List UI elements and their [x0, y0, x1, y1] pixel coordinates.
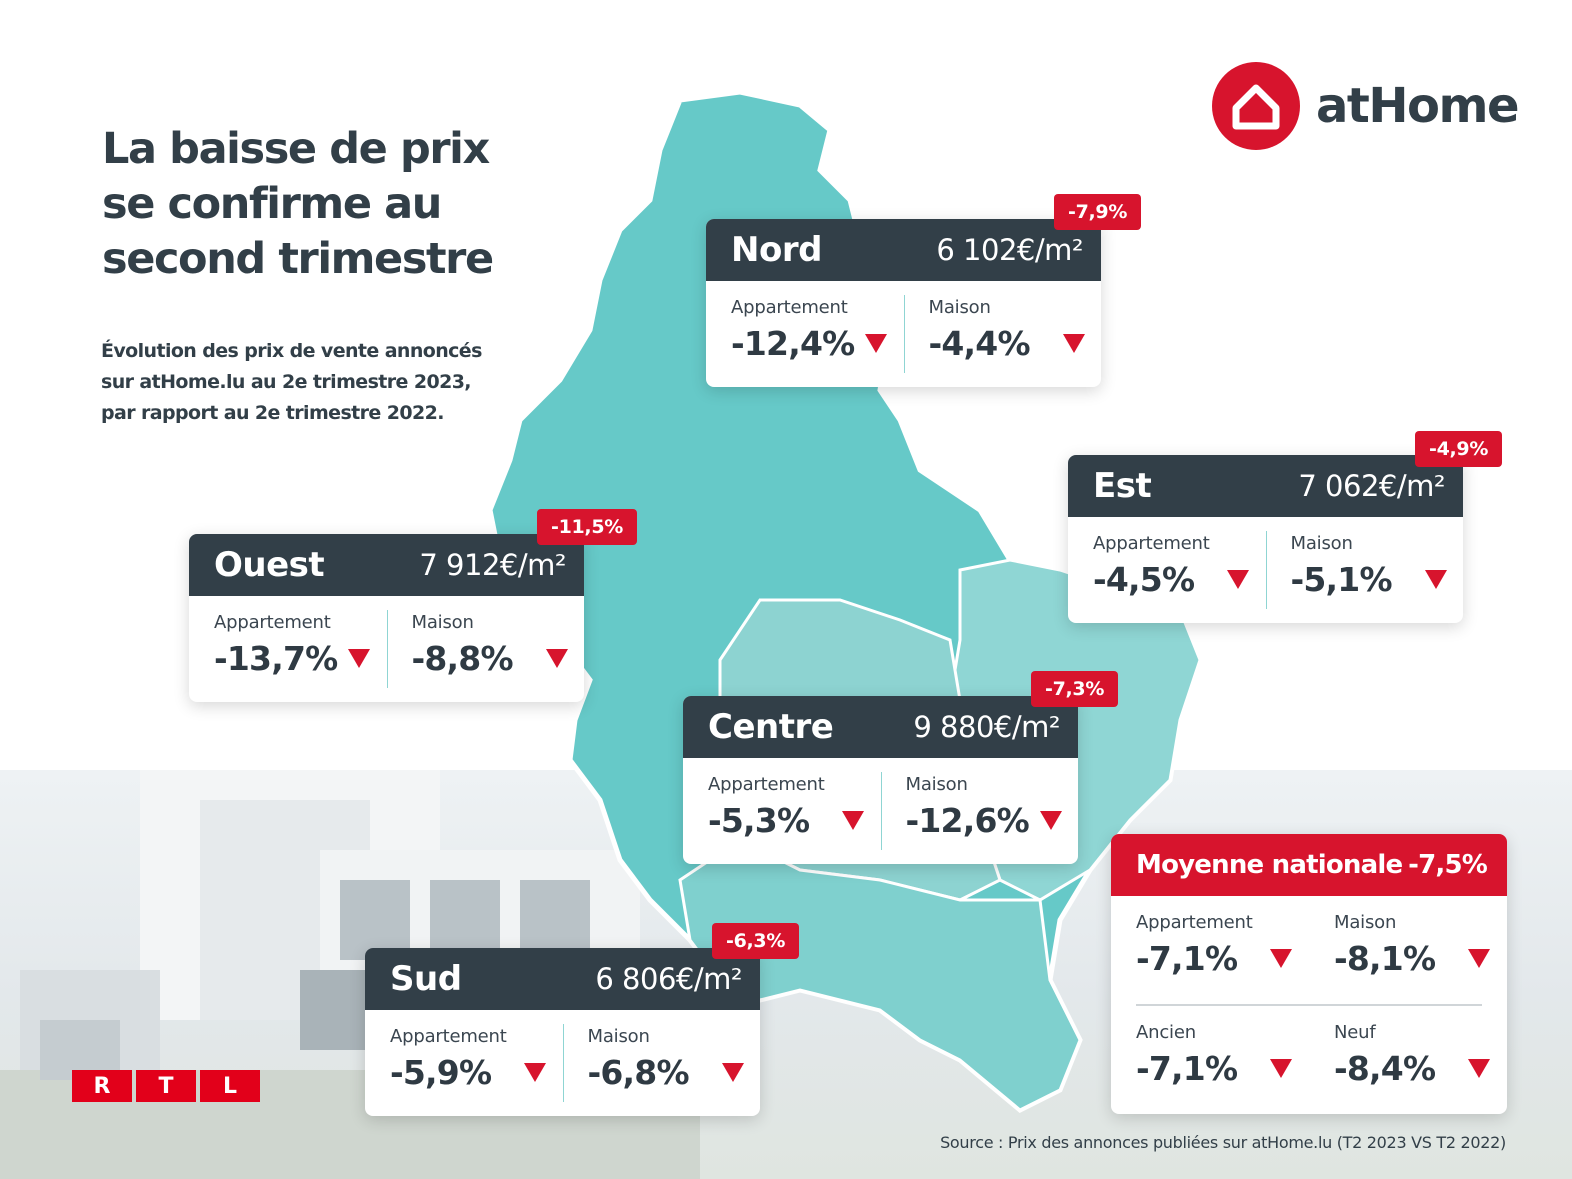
- down-arrow-icon: [842, 811, 864, 830]
- ancien-value: -7,1%: [1136, 1048, 1238, 1088]
- maison-value: -8,8%: [411, 639, 514, 678]
- region-name: Centre: [708, 707, 834, 747]
- athome-logo: atHome: [1212, 62, 1520, 150]
- down-arrow-icon: [1227, 570, 1249, 589]
- appartement-value: -13,7%: [214, 639, 338, 678]
- maison-column: Maison -5,1%: [1265, 517, 1464, 623]
- region-header: Centre 9 880€/m²: [683, 696, 1078, 758]
- down-arrow-icon: [1468, 949, 1490, 968]
- appartement-label: Appartement: [214, 612, 331, 633]
- appartement-column: Appartement -5,9%: [365, 1010, 563, 1116]
- down-arrow-icon: [524, 1063, 546, 1082]
- down-arrow-icon: [1039, 811, 1062, 830]
- appartement-value: -5,3%: [708, 801, 810, 840]
- region-card-est: Est 7 062€/m² Appartement -4,5% Maison -…: [1068, 455, 1463, 623]
- ancien-column: Ancien -7,1%: [1111, 1006, 1309, 1114]
- appartement-column: Appartement -7,1%: [1111, 896, 1309, 1004]
- region-price: 6 102€/m²: [936, 233, 1083, 267]
- neuf-column: Neuf -8,4%: [1309, 1006, 1507, 1114]
- maison-label: Maison: [411, 612, 474, 633]
- down-arrow-icon: [1468, 1058, 1490, 1078]
- region-header: Sud 6 806€/m²: [365, 948, 760, 1010]
- appartement-column: Appartement -12,4%: [706, 281, 904, 387]
- change-badge-centre: -7,3%: [1031, 671, 1119, 707]
- appartement-label: Appartement: [390, 1026, 507, 1047]
- maison-value: -8,1%: [1334, 939, 1436, 978]
- region-card-centre: Centre 9 880€/m² Appartement -5,3% Maiso…: [683, 696, 1078, 864]
- page-subtitle: Évolution des prix de vente annoncés sur…: [101, 340, 482, 424]
- maison-label: Maison: [1290, 533, 1353, 554]
- neuf-value: -8,4%: [1334, 1048, 1436, 1088]
- region-name: Nord: [731, 230, 822, 270]
- appartement-value: -12,4%: [731, 324, 855, 363]
- down-arrow-icon: [348, 649, 370, 668]
- down-arrow-icon: [545, 649, 568, 668]
- region-name: Est: [1093, 466, 1152, 506]
- region-price: 7 912€/m²: [419, 548, 566, 582]
- change-badge-ouest: -11,5%: [537, 509, 638, 545]
- maison-value: -12,6%: [905, 801, 1030, 840]
- change-badge-sud: -6,3%: [712, 923, 800, 959]
- region-card-sud: Sud 6 806€/m² Appartement -5,9% Maison -…: [365, 948, 760, 1116]
- maison-column: Maison -12,6%: [880, 758, 1079, 864]
- region-price: 6 806€/m²: [595, 962, 742, 996]
- change-badge-nord: -7,9%: [1054, 194, 1142, 230]
- maison-value: -6,8%: [587, 1053, 690, 1092]
- appartement-value: -5,9%: [390, 1053, 492, 1092]
- appartement-column: Appartement -4,5%: [1068, 517, 1266, 623]
- down-arrow-icon: [1062, 334, 1085, 353]
- appartement-label: Appartement: [731, 297, 848, 318]
- maison-column: Maison -8,8%: [386, 596, 585, 702]
- source-note: Source : Prix des annonces publiées sur …: [940, 1133, 1506, 1152]
- divider: [1136, 1004, 1482, 1006]
- down-arrow-icon: [1424, 570, 1447, 589]
- appartement-column: Appartement -13,7%: [189, 596, 387, 702]
- region-header: Nord 6 102€/m²: [706, 219, 1101, 281]
- maison-value: -4,4%: [928, 324, 1031, 363]
- maison-value: -5,1%: [1290, 560, 1393, 599]
- change-badge-est: -4,9%: [1415, 431, 1503, 467]
- down-arrow-icon: [721, 1063, 744, 1082]
- neuf-label: Neuf: [1334, 1021, 1376, 1043]
- appartement-label: Appartement: [1093, 533, 1210, 554]
- maison-label: Maison: [928, 297, 991, 318]
- page-title: La baisse de prix se confirme au second …: [102, 124, 494, 284]
- national-average-card: Moyenne nationale -7,5% Appartement -7,1…: [1111, 834, 1507, 1114]
- region-name: Ouest: [214, 545, 325, 585]
- maison-label: Maison: [1334, 912, 1397, 933]
- national-change: -7,5%: [1408, 850, 1488, 880]
- down-arrow-icon: [1270, 1058, 1292, 1078]
- appartement-value: -4,5%: [1093, 560, 1195, 599]
- region-card-ouest: Ouest 7 912€/m² Appartement -13,7% Maiso…: [189, 534, 584, 702]
- appartement-column: Appartement -5,3%: [683, 758, 881, 864]
- region-price: 9 880€/m²: [913, 710, 1060, 744]
- ancien-label: Ancien: [1136, 1021, 1196, 1043]
- maison-label: Maison: [905, 774, 968, 795]
- maison-label: Maison: [587, 1026, 650, 1047]
- appartement-value: -7,1%: [1136, 939, 1238, 978]
- appartement-label: Appartement: [708, 774, 825, 795]
- rtl-letter: R: [72, 1070, 132, 1102]
- down-arrow-icon: [865, 334, 887, 353]
- logo-text: atHome: [1316, 78, 1520, 134]
- maison-column: Maison -8,1%: [1309, 896, 1507, 1004]
- region-header: Ouest 7 912€/m²: [189, 534, 584, 596]
- region-name: Sud: [390, 959, 462, 999]
- region-card-nord: Nord 6 102€/m² Appartement -12,4% Maison…: [706, 219, 1101, 387]
- region-header: Est 7 062€/m²: [1068, 455, 1463, 517]
- rtl-letter: T: [136, 1070, 196, 1102]
- national-header: Moyenne nationale -7,5%: [1111, 834, 1507, 896]
- rtl-letter: L: [200, 1070, 260, 1102]
- region-price: 7 062€/m²: [1298, 469, 1445, 503]
- down-arrow-icon: [1270, 949, 1292, 968]
- house-icon: [1212, 62, 1300, 150]
- maison-column: Maison -6,8%: [562, 1010, 761, 1116]
- maison-column: Maison -4,4%: [903, 281, 1102, 387]
- appartement-label: Appartement: [1136, 912, 1253, 933]
- national-label: Moyenne nationale: [1136, 850, 1403, 880]
- rtl-logo: R T L: [72, 1070, 260, 1102]
